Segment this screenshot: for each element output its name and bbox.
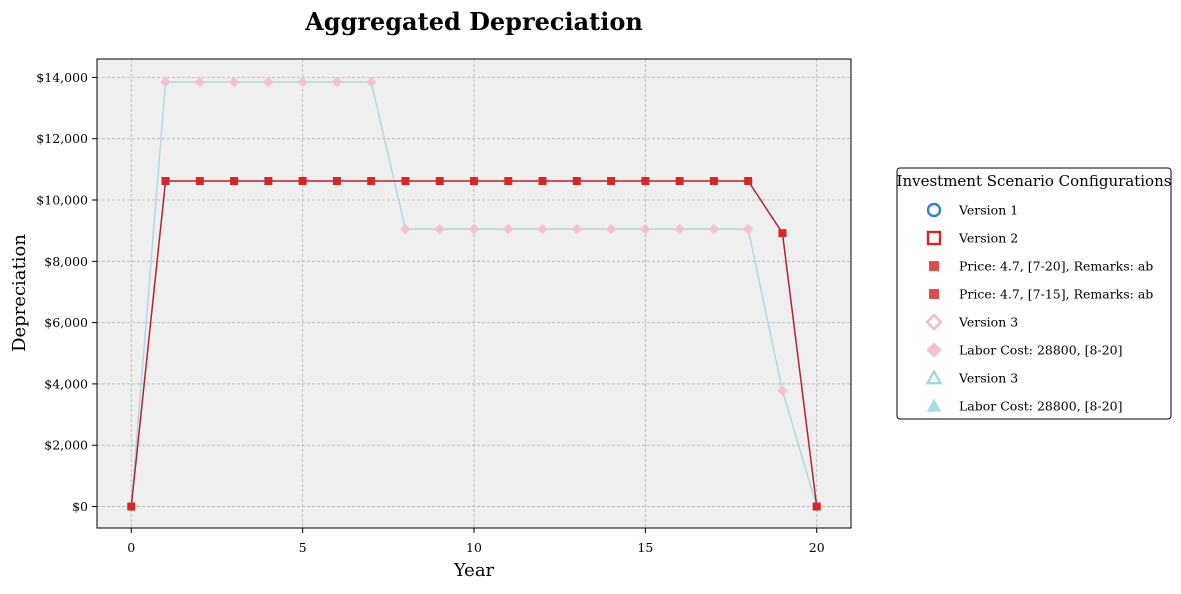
data-point: [194, 76, 206, 88]
legend-marker: [926, 202, 942, 218]
legend-entry: Price: 4.7, [7-15], Remarks: ab: [929, 287, 1153, 302]
x-tick-label: 15: [637, 540, 653, 555]
data-point: [367, 177, 376, 186]
legend-marker: [926, 342, 942, 358]
series-layer: [126, 76, 822, 512]
x-axis-label: Year: [453, 560, 495, 581]
legend-entries: Version 1 Version 2 Price: 4.7, [7-20], Re…: [925, 202, 1153, 414]
legend-marker: [929, 289, 939, 299]
data-point: [332, 177, 341, 186]
data-point: [674, 223, 685, 235]
legend-entry: Version 3: [925, 369, 1018, 386]
grid: [97, 59, 851, 528]
data-point: [607, 177, 616, 186]
legend-marker: [926, 398, 942, 412]
x-axis: 0 5 10 15 20: [127, 528, 825, 555]
data-point: [228, 76, 240, 88]
legend-entry: Version 1: [926, 202, 1018, 218]
data-point: [504, 177, 513, 186]
legend-entry: Labor Cost: 28800, [8-20]: [926, 398, 1123, 414]
data-point: [572, 177, 581, 186]
y-tick-label: $14,000: [36, 70, 88, 85]
legend-label: Price: 4.7, [7-20], Remarks: ab: [959, 259, 1153, 274]
data-point: [435, 177, 444, 186]
legend-label: Labor Cost: 28800, [8-20]: [959, 343, 1123, 358]
y-axis-label: Depreciation: [9, 234, 30, 352]
data-point: [298, 177, 307, 186]
legend-label: Version 3: [958, 315, 1018, 330]
legend-marker: [925, 313, 943, 331]
legend-entry: Labor Cost: 28800, [8-20]: [926, 342, 1123, 358]
data-point: [160, 76, 171, 88]
data-point: [538, 177, 547, 186]
data-point: [778, 229, 787, 238]
legend-entry: Version 3: [925, 313, 1018, 331]
legend-label: Labor Cost: 28800, [8-20]: [959, 399, 1123, 414]
data-point: [401, 177, 410, 186]
data-point: [709, 177, 718, 186]
data-point: [708, 223, 720, 235]
data-point: [230, 177, 239, 186]
legend-entry: Version 2: [926, 230, 1018, 246]
y-tick-label: $12,000: [36, 131, 88, 146]
legend-title: Investment Scenario Configurations: [897, 172, 1172, 190]
series-2: [127, 177, 821, 511]
data-point: [812, 502, 821, 511]
data-point: [641, 177, 650, 186]
legend-box: [896, 167, 1172, 420]
legend-label: Version 1: [958, 203, 1018, 218]
data-point: [605, 223, 617, 235]
data-point: [742, 223, 754, 235]
legend-marker: [926, 230, 942, 246]
data-point: [264, 177, 273, 186]
y-axis: $0 $2,000 $4,000 $6,000 $8,000 $10,000 $12,000…: [36, 70, 97, 514]
y-tick-label: $8,000: [44, 254, 88, 269]
data-point: [127, 502, 136, 511]
data-point: [331, 76, 343, 88]
y-tick-label: $4,000: [44, 376, 88, 391]
x-tick-label: 20: [809, 540, 825, 555]
data-point: [571, 223, 583, 235]
x-tick-label: 5: [299, 540, 307, 555]
legend-marker: [925, 369, 943, 385]
data-point: [503, 223, 514, 235]
x-tick-label: 0: [127, 540, 135, 555]
chart-title: Aggregated Depreciation: [304, 7, 643, 36]
y-tick-label: $10,000: [36, 193, 88, 208]
data-point: [400, 223, 411, 235]
y-tick-label: $0: [72, 499, 88, 514]
legend-entry: Price: 4.7, [7-20], Remarks: ab: [929, 259, 1153, 274]
data-point: [365, 76, 377, 88]
data-point: [640, 223, 651, 235]
data-point: [297, 76, 308, 88]
data-point: [675, 177, 684, 186]
legend: Investment Scenario Configurations Versi…: [896, 167, 1172, 420]
data-point: [161, 177, 170, 186]
y-tick-label: $6,000: [44, 315, 88, 330]
data-point: [470, 177, 478, 186]
y-tick-label: $2,000: [44, 438, 88, 453]
data-point: [777, 385, 788, 396]
legend-label: Version 3: [958, 371, 1018, 386]
legend-marker: [929, 261, 939, 271]
data-point: [537, 223, 548, 235]
legend-label: Version 2: [958, 231, 1018, 246]
legend-label: Price: 4.7, [7-15], Remarks: ab: [959, 287, 1153, 302]
x-tick-label: 10: [466, 540, 482, 555]
data-point: [434, 223, 445, 235]
data-point: [468, 223, 480, 235]
data-point: [744, 177, 753, 186]
data-point: [263, 76, 274, 88]
data-point: [195, 177, 204, 186]
